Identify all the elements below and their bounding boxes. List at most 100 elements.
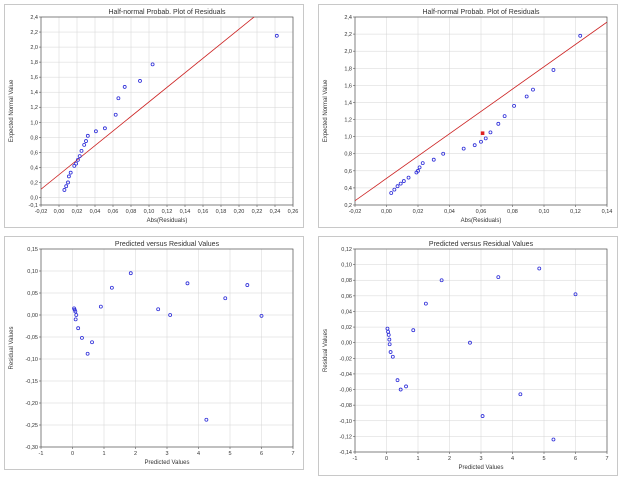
chart-1-data-point: [77, 154, 82, 159]
chart-1-tick-label-x: 0,22: [252, 209, 263, 215]
chart-4-data-point: [387, 342, 392, 347]
chart-3-data-point: [204, 417, 209, 422]
chart-2-tick-label-y: 1,2: [344, 118, 352, 124]
chart-1-tick-label-x: -0,02: [35, 209, 48, 215]
chart-4-data-point: [468, 340, 472, 345]
chart-3-data-point: [185, 281, 190, 286]
chart-3-tick-label-x: 2: [134, 451, 137, 457]
chart-1-tick-label-x: 0,18: [216, 209, 227, 215]
chart-1-data-point: [84, 139, 88, 143]
chart-2-tick-label-y: 0,8: [344, 152, 352, 158]
chart-4-tick-label-y: -0,14: [339, 450, 352, 456]
chart-2-tick-label-y: 2,4: [344, 15, 352, 21]
chart-4-data-point: [551, 437, 556, 442]
chart-2-data-point: [472, 143, 477, 148]
chart-1-title: Half-normal Probab. Plot of Residuals: [108, 9, 226, 16]
chart-1-data-point: [72, 163, 77, 168]
chart-1-data-point: [103, 126, 107, 131]
chart-2-title: Half-normal Probab. Plot of Residuals: [422, 9, 540, 16]
chart-panel-1: -0,02 0,00 0,02 0,04 0,06 0,08 0,10 0,12 0,14 0,1…: [4, 4, 304, 228]
chart-3-tick-label-x: -1: [39, 451, 44, 457]
chart-3-data-point: [74, 313, 79, 317]
chart-4-data-point: [404, 384, 408, 389]
chart-2-highlight-point: [480, 131, 485, 136]
chart-1-tick-label-x: 0,24: [270, 209, 281, 215]
chart-1-data-point: [150, 62, 155, 67]
chart-4-tick-label-x: 3: [479, 456, 482, 462]
chart-2-data-point: [512, 103, 516, 108]
chart-1-tick-label-x: 0,26: [288, 209, 299, 215]
chart-4-tick-label-x: 6: [574, 456, 577, 462]
chart-4-data-point: [388, 350, 393, 354]
chart-3-data-point: [156, 307, 161, 312]
chart-2-data-point: [401, 179, 406, 183]
chart-3-tick-label-y: 0,05: [27, 291, 38, 297]
chart-4-tick-label-y: -0,12: [339, 434, 352, 440]
chart-1-data-point: [64, 184, 69, 189]
chart-2-fit-line: [355, 21, 607, 202]
chart-1-tick-label-y: 2,0: [30, 45, 38, 51]
chart-2-data-point: [395, 184, 400, 189]
chart-3-svg: -1 0 1 2 3 4 5 6 7 0,15 0,10 0,05 0,00 -0,05 -0,10 -0,1…: [9, 241, 295, 466]
chart-2-data-point: [531, 87, 535, 92]
chart-1-tick-label-x: 0,14: [180, 209, 191, 215]
chart-2-data-point: [479, 139, 483, 144]
chart-1-data-point: [274, 33, 279, 38]
chart-1-plot-frame: [40, 16, 294, 206]
chart-4-data-point: [398, 387, 403, 392]
chart-2-tick-label-x: 0,04: [444, 209, 455, 215]
chart-2-data-point: [488, 130, 493, 135]
chart-1-tick-label-x: 0,06: [108, 209, 119, 215]
chart-4-tick-label-x: 5: [542, 456, 545, 462]
chart-2-data-point: [406, 175, 411, 180]
chart-3-xlabel: Predicted Values: [145, 460, 190, 466]
chart-3-tick-label-y: -0,20: [25, 401, 38, 407]
chart-2-tick-label-y: 0,6: [344, 169, 352, 175]
chart-2-data-point: [420, 161, 425, 166]
chart-4-data-point: [387, 337, 392, 342]
chart-2-tick-label-y: 0,2: [344, 203, 352, 209]
chart-4-tick-label-x: 7: [605, 456, 608, 462]
chart-1-data-point: [68, 170, 73, 175]
chart-3-data-point: [168, 313, 173, 317]
chart-2-plot-frame: [354, 16, 608, 206]
chart-3-tick-label-y: -0,25: [25, 423, 38, 429]
chart-3-tick-label-y: 0,00: [27, 313, 38, 319]
chart-4-tick-label-y: -0,02: [339, 356, 352, 362]
chart-2-tick-label-y: 1,4: [344, 100, 352, 106]
chart-1-tick-label-x: 0,04: [90, 209, 101, 215]
chart-2-svg: -0,02 0,00 0,02 0,04 0,06 0,08 0,10 0,12 0,14 0,2…: [323, 9, 613, 224]
chart-2-data-point: [578, 33, 583, 38]
chart-4-tick-label-y: 0,02: [341, 325, 352, 331]
chart-4-data-point: [480, 414, 485, 418]
chart-2-tick-label-x: 0,06: [476, 209, 487, 215]
chart-1-tick-label-y: 2,4: [30, 15, 38, 21]
chart-2-tick-label-x: 0,10: [539, 209, 550, 215]
chart-2-tick-label-y: 2,0: [344, 49, 352, 55]
chart-2-tick-label-x: 0,14: [602, 209, 613, 215]
chart-4-tick-label-y: 0,08: [341, 278, 352, 284]
chart-2-data-point: [461, 146, 466, 151]
chart-2-data-point: [441, 151, 446, 156]
chart-4-ylabel: Residual Values: [323, 329, 329, 372]
chart-2-data-point: [431, 157, 436, 162]
chart-4-data-point: [496, 275, 501, 280]
chart-1-tick-label-y: -0,1: [29, 203, 38, 209]
chart-1-tick-label-y: 1,6: [30, 75, 38, 81]
chart-1-data-point: [113, 112, 118, 117]
chart-4-data-point: [411, 328, 416, 333]
chart-1-tick-label-y: 1,8: [30, 60, 38, 66]
chart-panel-3: -1 0 1 2 3 4 5 6 7 0,15 0,10 0,05 0,00 -0,05 -0,10 -0,1…: [4, 236, 304, 470]
chart-1-data-point: [82, 142, 87, 147]
chart-4-tick-label-y: -0,04: [339, 372, 352, 378]
chart-3-data-point: [90, 340, 94, 345]
chart-1-data-point: [66, 180, 70, 185]
chart-4-tick-label-y: 0,00: [341, 341, 352, 347]
chart-4-data-point: [518, 392, 523, 397]
chart-4-data-point: [423, 301, 428, 306]
chart-1-tick-label-y: 0,6: [30, 150, 38, 156]
chart-1-tick-label-x: 0,00: [54, 209, 65, 215]
chart-2-data-point: [398, 181, 403, 186]
chart-2-xlabel: Abs(Residuals): [461, 218, 502, 224]
chart-3-tick-label-y: -0,05: [25, 335, 38, 341]
